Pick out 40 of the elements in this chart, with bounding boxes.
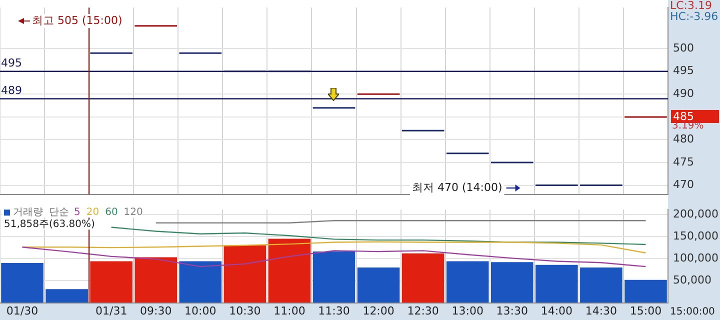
y-tick-label: 490 [673,87,694,100]
x-tick-label: 12:00 [362,304,394,318]
y-tick-label: 485 [673,110,694,123]
legend-title: 단순 [49,207,69,218]
x-tick-label: 10:00 [184,304,216,318]
x-tick-label: 11:00 [274,304,306,318]
text: 3.19% [672,120,704,132]
x-tick-label: 10:30 [229,304,261,318]
text: HC:-3.96 [670,10,718,23]
annotation: 최고 505 (15:00) [32,14,122,27]
x-tick-label: 01/30 [6,304,38,318]
legend-label: 거래량 [13,207,43,218]
y-tick-label: 50,000 [673,274,712,287]
text: 15:00:00 [670,306,715,318]
y-tick-label: 480 [673,132,694,146]
annotation: 최저 470 (14:00) [412,180,502,194]
x-tick-label: 14:30 [585,304,618,318]
x-tick-label: 12:30 [407,304,439,318]
text: 5 [74,207,80,218]
series-label: 120 [124,207,143,218]
y-tick-label: 150,000 [673,229,718,242]
x-tick-label: 09:30 [140,304,172,318]
y-tick-label: 470 [673,178,694,192]
y-tick-label: 475 [673,155,694,168]
x-tick-label: 01/31 [95,304,128,318]
x-tick-label: 14:00 [540,304,573,318]
text: LC:3.19 [670,0,712,12]
x-tick-label: 13:30 [496,304,528,318]
y-tick-label: 500 [673,41,694,54]
x-tick-label: 13:00 [452,304,484,318]
y-tick-label: 495 [673,64,694,78]
ref-line-label: 495 [1,56,22,70]
text: 20 [86,207,100,218]
ref-line-label: 489 [1,84,22,98]
y-tick-label: 100,000 [673,251,718,264]
x-tick-label: 15:00 [630,304,662,318]
y-tick-label: 200,000 [673,207,718,220]
series-label: 60 [105,207,118,218]
annotation: 51,858주(63.80%) [4,219,96,230]
x-tick-label: 11:30 [318,304,350,318]
